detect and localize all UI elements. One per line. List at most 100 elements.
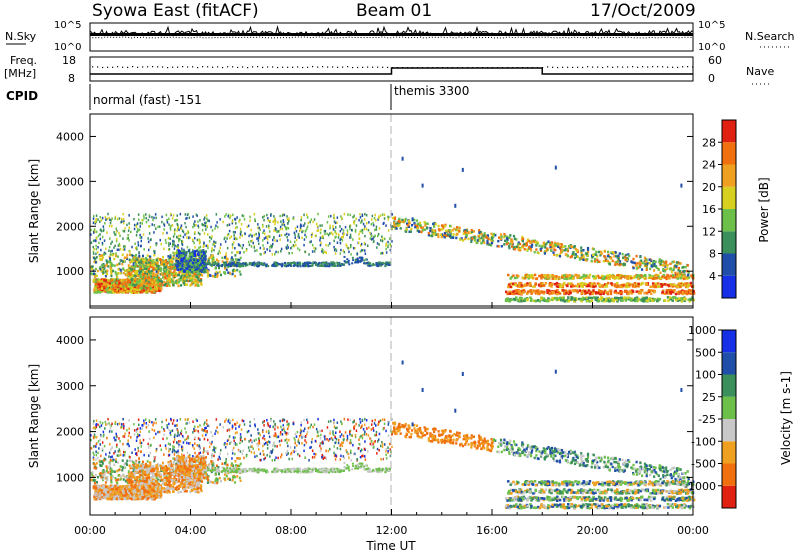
- power-echo: [607, 277, 610, 280]
- power-echo: [116, 278, 119, 281]
- power-echo: [96, 280, 100, 283]
- power-echo: [650, 259, 653, 263]
- power-echo: [322, 261, 325, 264]
- power-echo: [164, 262, 167, 266]
- power-echo: [307, 264, 309, 267]
- power-echo: [519, 282, 523, 285]
- power-echo: [354, 230, 357, 233]
- power-echo: [157, 267, 160, 271]
- power-echo: [437, 233, 440, 236]
- power-echo: [530, 274, 533, 277]
- power-echo: [155, 286, 158, 289]
- power-echo: [253, 264, 256, 267]
- power-echo: [611, 283, 614, 287]
- power-echo: [274, 222, 276, 226]
- power-echo: [389, 242, 391, 246]
- power-echo: [671, 260, 674, 264]
- power-echo: [544, 246, 547, 249]
- power-echo: [672, 260, 675, 263]
- power-echo: [334, 252, 337, 255]
- power-echo: [143, 265, 146, 268]
- power-echo: [648, 261, 651, 265]
- power-echo: [376, 246, 378, 249]
- power-echo: [236, 216, 238, 219]
- power-echo: [133, 223, 136, 227]
- power-echo: [146, 258, 149, 261]
- power-echo: [177, 246, 180, 250]
- power-echo: [342, 233, 345, 236]
- power-echo: [267, 265, 270, 268]
- nave-dot: [512, 67, 514, 69]
- power-echo: [691, 275, 694, 279]
- nave-dot: [97, 66, 99, 68]
- power-echo: [203, 218, 205, 221]
- power-echo: [149, 286, 152, 289]
- power-echo: [333, 245, 335, 249]
- power-echo: [126, 253, 129, 257]
- power-echo: [94, 222, 97, 225]
- power-echo: [116, 238, 118, 241]
- power-echo: [537, 251, 540, 255]
- power-echo: [188, 270, 191, 274]
- power-echo: [95, 214, 98, 217]
- power-echo: [408, 230, 411, 233]
- nave-dot: [482, 67, 484, 69]
- power-echo: [230, 257, 233, 261]
- power-echo: [387, 240, 389, 244]
- power-echo: [197, 272, 200, 275]
- power-echo: [226, 260, 229, 264]
- power-echo: [340, 227, 343, 231]
- power-echo: [189, 251, 191, 255]
- power-echo: [127, 264, 130, 267]
- power-echo: [183, 250, 186, 253]
- power-echo: [167, 266, 170, 269]
- power-echo: [359, 244, 362, 247]
- power-echo: [151, 215, 153, 219]
- power-echo: [97, 218, 99, 221]
- power-echo: [159, 283, 162, 287]
- power-echo: [643, 264, 646, 268]
- power-echo: [387, 215, 390, 219]
- power-echo: [115, 272, 118, 276]
- noise-band: [90, 33, 693, 36]
- power-echo: [95, 248, 98, 251]
- nave-dot: [652, 66, 654, 68]
- power-echo: [171, 245, 174, 248]
- nave-dot: [472, 67, 474, 69]
- nave-dot: [252, 66, 254, 68]
- nave-dot: [632, 66, 634, 68]
- power-echo: [174, 219, 176, 222]
- power-echo: [509, 277, 512, 280]
- power-echo: [429, 234, 432, 237]
- power-echo: [103, 285, 106, 289]
- power-echo: [283, 224, 286, 227]
- power-echo: [374, 228, 376, 232]
- power-echo: [163, 224, 166, 227]
- power-echo: [343, 260, 346, 263]
- power-echo: [168, 269, 171, 272]
- power-echo: [117, 283, 121, 287]
- nave-dot: [377, 66, 379, 68]
- power-echo: [329, 262, 332, 265]
- power-echo: [626, 258, 629, 261]
- power-echo: [92, 252, 95, 255]
- power-echo: [554, 277, 557, 280]
- power-echo: [431, 234, 434, 238]
- power-echo: [373, 263, 376, 266]
- power-echo: [559, 283, 562, 286]
- power-echo: [270, 244, 272, 247]
- power-echo: [576, 250, 580, 254]
- power-echo: [580, 249, 583, 252]
- power-echo: [444, 229, 448, 233]
- power-echo: [503, 236, 506, 239]
- power-echo: [327, 233, 330, 237]
- power-echo: [676, 263, 679, 266]
- power-echo: [130, 278, 133, 281]
- power-echo: [503, 233, 506, 236]
- power-echo: [215, 271, 218, 274]
- power-echo: [598, 260, 601, 263]
- power-echo: [610, 251, 613, 254]
- power-echo: [381, 237, 384, 240]
- power-echo: [564, 245, 567, 248]
- power-echo: [142, 269, 145, 272]
